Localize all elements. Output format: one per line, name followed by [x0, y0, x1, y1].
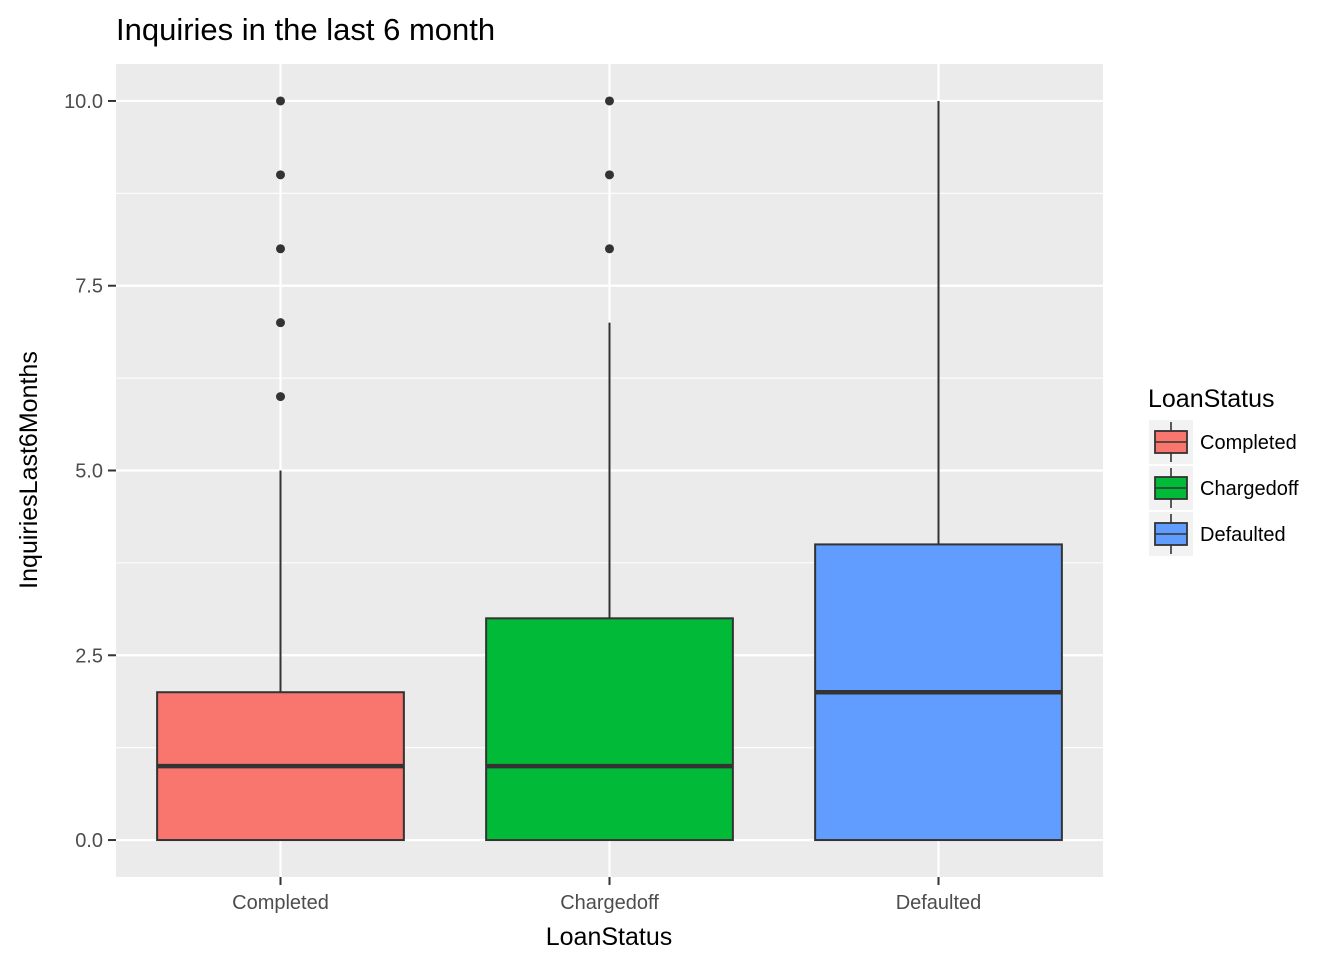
legend-label: Chargedoff [1200, 478, 1299, 500]
legend-item-defaulted: Defaulted [1149, 512, 1286, 556]
box-body [485, 617, 734, 842]
box-completed [156, 96, 405, 842]
legend-item-chargedoff: Chargedoff [1149, 466, 1299, 510]
y-axis-title: InquiriesLast6Months [15, 351, 43, 589]
outlier-point [276, 392, 285, 402]
x-tick-label: Defaulted [896, 892, 982, 914]
box-defaulted [814, 100, 1063, 842]
legend-label: Completed [1200, 432, 1297, 454]
outlier-point [605, 170, 614, 180]
legend-title: LoanStatus [1148, 385, 1275, 413]
chart-title: Inquiries in the last 6 month [116, 12, 495, 47]
legend-label: Defaulted [1200, 524, 1286, 546]
outlier-point [605, 244, 614, 254]
outlier-point [276, 96, 285, 106]
legend-item-completed: Completed [1149, 420, 1297, 464]
y-tick-label: 7.5 [75, 276, 103, 298]
legend-items: Completed Chargedoff Defaulted [1149, 420, 1299, 556]
legend: LoanStatus Completed Chargedoff Defaulted [1148, 385, 1299, 556]
outlier-point [276, 244, 285, 254]
box-chargedoff [485, 96, 734, 842]
outlier-point [605, 96, 614, 106]
box-layer [156, 96, 1063, 842]
y-tick-label: 10.0 [64, 91, 103, 113]
x-axis-title: LoanStatus [546, 923, 673, 951]
outlier-point [276, 170, 285, 180]
y-tick-label: 2.5 [75, 645, 103, 667]
x-tick-label: Completed [232, 892, 329, 914]
y-tick-label: 5.0 [75, 461, 103, 483]
axis-layer: 0.0 2.5 5.0 7.5 10.0 Completed Chargedoff Defau… [64, 91, 981, 914]
outlier-point [276, 318, 285, 328]
y-tick-label: 0.0 [75, 830, 103, 852]
x-tick-label: Chargedoff [560, 892, 659, 914]
